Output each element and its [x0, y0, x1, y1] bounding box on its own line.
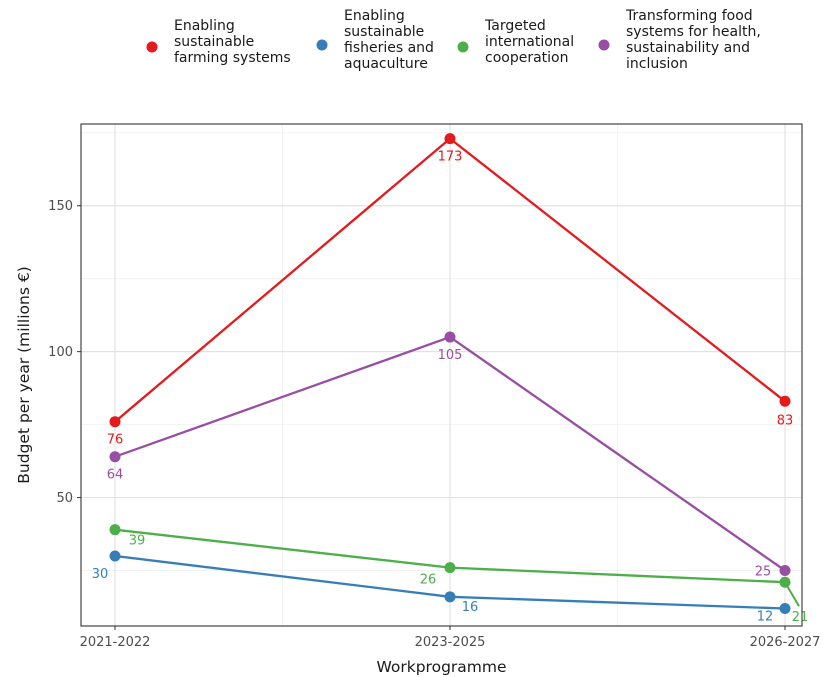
series-point [444, 591, 456, 603]
y-axis-title: Budget per year (millions €) [15, 266, 33, 483]
y-tick-label: 150 [48, 199, 73, 214]
series-point [779, 602, 791, 614]
data-label: 173 [438, 150, 463, 165]
data-label: 30 [92, 567, 109, 582]
legend-label: fisheries and [344, 40, 434, 56]
series-point [109, 550, 121, 562]
y-tick-label: 100 [48, 345, 73, 360]
series-point [444, 133, 456, 145]
data-labels: 76 173 83 30 16 12 39 26 21 64 105 25 [92, 150, 809, 626]
x-tick-label: 2026-2027 [750, 635, 821, 650]
plot-border [80, 123, 803, 627]
series-point [109, 524, 121, 536]
data-label: 105 [438, 348, 463, 363]
plot-panel [81, 124, 802, 626]
x-tick-label: 2023-2025 [415, 635, 486, 650]
legend-label: aquaculture [344, 56, 428, 72]
series-point [779, 576, 791, 588]
data-label: 64 [107, 468, 124, 483]
legend-label: sustainable [344, 24, 424, 40]
series-point [109, 416, 121, 428]
series-point [779, 395, 791, 407]
legend-swatch [316, 39, 328, 51]
y-tick-label: 50 [56, 491, 73, 506]
data-label: 12 [757, 609, 774, 624]
plot-area: 76 173 83 30 16 12 39 26 21 64 105 25 [80, 123, 809, 627]
x-tick-label: 2021-2022 [80, 635, 151, 650]
data-label: 76 [107, 433, 124, 448]
legend-label: Targeted [484, 18, 546, 34]
data-label: 26 [420, 573, 437, 588]
legend-swatch [457, 41, 469, 53]
legend-label: sustainability and [626, 40, 750, 56]
legend-label: Enabling [344, 8, 405, 24]
data-label: 83 [777, 413, 794, 428]
legend-label: farming systems [174, 50, 291, 66]
legend-label: international [485, 34, 574, 50]
legend-label: cooperation [485, 50, 568, 66]
legend-swatch [146, 41, 158, 53]
gridlines [81, 124, 802, 626]
legend-label: Transforming food [625, 8, 753, 24]
legend-label: inclusion [626, 56, 688, 72]
legend-label: Enabling [174, 18, 235, 34]
legend-label: sustainable [174, 34, 254, 50]
data-label: 39 [129, 534, 146, 549]
data-label: 21 [792, 610, 809, 625]
data-label: 16 [462, 600, 479, 615]
axes: 50 100 150 2021-2022 2023-2025 2026-2027 [48, 199, 820, 650]
series-point [779, 565, 791, 577]
legend-label: systems for health, [626, 24, 761, 40]
data-label: 25 [755, 565, 772, 580]
x-axis-title: Workprogramme [376, 658, 506, 676]
legend-swatch [598, 39, 610, 51]
series-point [444, 562, 456, 574]
series-points [109, 133, 791, 614]
series-point [444, 331, 456, 343]
series-point [109, 451, 121, 463]
